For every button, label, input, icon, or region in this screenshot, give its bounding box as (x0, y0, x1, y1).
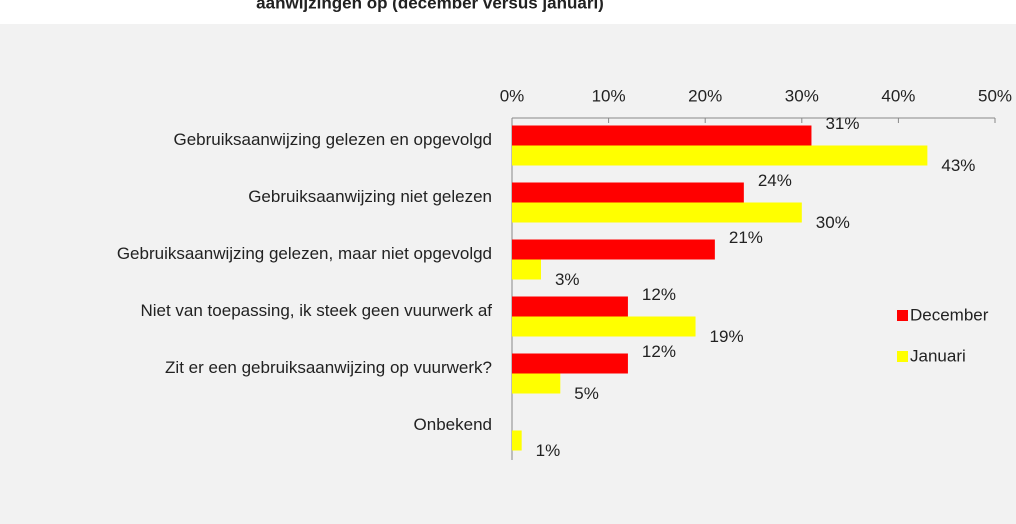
legend-label: December (910, 305, 989, 324)
value-label: 12% (642, 342, 676, 361)
legend-swatch (897, 310, 908, 321)
value-label: 19% (710, 327, 744, 346)
x-tick-label: 30% (785, 86, 819, 105)
legend-label: Januari (910, 346, 966, 365)
bar (512, 125, 812, 146)
bar (512, 239, 715, 260)
y-tick-label: Onbekend (414, 415, 492, 434)
y-tick-label: Niet van toepassing, ik steek geen vuurw… (140, 301, 492, 320)
legend-swatch (897, 351, 908, 362)
value-label: 3% (555, 270, 580, 289)
bar (512, 373, 561, 394)
plot-background (0, 24, 1016, 524)
bar (512, 296, 628, 317)
value-label: 1% (536, 441, 561, 460)
y-tick-label: Gebruiksaanwijzing gelezen, maar niet op… (117, 244, 492, 263)
value-label: 43% (941, 156, 975, 175)
x-tick-label: 20% (688, 86, 722, 105)
value-label: 21% (729, 228, 763, 247)
y-tick-label: Gebruiksaanwijzing niet gelezen (248, 187, 492, 206)
bar (512, 353, 628, 374)
value-label: 12% (642, 285, 676, 304)
bar (512, 316, 696, 337)
value-label: 30% (816, 213, 850, 232)
y-tick-label: Zit er een gebruiksaanwijzing op vuurwer… (165, 358, 492, 377)
value-label: 31% (825, 114, 859, 133)
x-tick-label: 10% (592, 86, 626, 105)
value-label: 24% (758, 171, 792, 190)
bar (512, 182, 744, 203)
bar (512, 202, 802, 223)
bar (512, 430, 522, 451)
x-tick-label: 40% (881, 86, 915, 105)
x-tick-label: 0% (500, 86, 525, 105)
x-tick-label: 50% (978, 86, 1012, 105)
bar (512, 259, 541, 280)
value-label: 5% (574, 384, 599, 403)
y-tick-label: Gebruiksaanwijzing gelezen en opgevolgd (174, 130, 493, 149)
bar (512, 145, 928, 166)
chart-title: aanwijzingen op (december versus januari… (256, 0, 604, 12)
